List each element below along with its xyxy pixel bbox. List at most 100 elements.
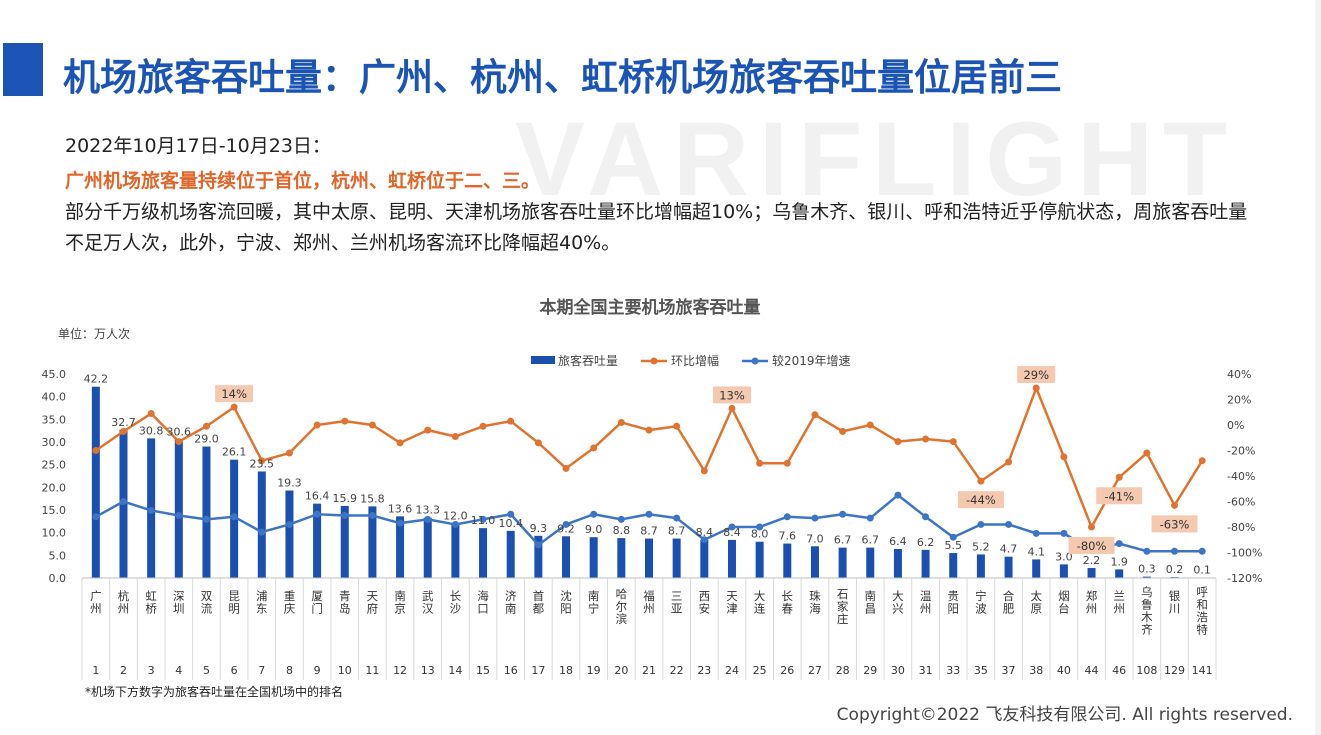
bar: [866, 547, 875, 578]
legend-vs2019-label: 较2019年增速: [772, 353, 851, 368]
growth-point: [1060, 453, 1068, 461]
growth-point: [230, 403, 238, 411]
bar: [838, 547, 847, 578]
bar-value-label: 13.6: [388, 502, 413, 515]
growth-point: [728, 404, 736, 412]
bar: [91, 386, 100, 578]
vs2019-point: [230, 513, 238, 521]
bar: [1115, 569, 1124, 578]
growth-point: [590, 444, 598, 452]
callout-label: 14%: [221, 387, 247, 401]
y-right-tick-label: -60%: [1227, 496, 1255, 509]
callout-label: 29%: [1023, 368, 1049, 382]
growth-point: [756, 459, 764, 467]
bar-value-label: 23.5: [250, 457, 275, 470]
x-category-label: 福州: [643, 589, 655, 616]
bar-value-label: 6.2: [917, 536, 935, 549]
bar-value-label: 29.0: [194, 433, 219, 446]
x-rank-label: 27: [808, 664, 822, 677]
bar-value-label: 9.2: [557, 522, 575, 535]
callout-box: [957, 491, 1004, 509]
growth-point: [1115, 473, 1123, 481]
x-rank-label: 16: [504, 664, 518, 677]
bar-value-label: 30.6: [167, 425, 192, 438]
x-rank-label: 40: [1057, 664, 1071, 677]
growth-point: [534, 439, 542, 447]
x-category-label: 南京: [394, 589, 406, 616]
bar-value-label: 9.0: [585, 523, 603, 536]
bar: [672, 538, 681, 578]
bar: [340, 505, 349, 578]
bar: [976, 554, 985, 578]
legend-growth-label: 环比增幅: [671, 353, 719, 368]
callout-box: [215, 385, 254, 403]
vs2019-point: [175, 512, 183, 520]
vs2019-point: [1115, 540, 1123, 548]
x-rank-label: 108: [1136, 664, 1157, 677]
bar: [1004, 556, 1013, 578]
x-category-label: 虹桥: [145, 589, 157, 616]
x-category-label: 太原: [1030, 589, 1042, 616]
bar: [1059, 564, 1068, 578]
bar: [1032, 559, 1041, 578]
growth-point: [562, 464, 570, 472]
x-rank-label: 13: [421, 664, 435, 677]
bar-value-label: 8.8: [613, 524, 631, 537]
y-left-tick-label: 20.0: [42, 481, 67, 494]
bar: [257, 471, 266, 578]
bar: [589, 537, 598, 578]
bar-value-label: 7.0: [806, 532, 824, 545]
callout-label: -44%: [966, 493, 996, 507]
x-category-label: 重庆: [284, 589, 296, 616]
growth-point: [368, 421, 376, 429]
x-rank-label: 10: [338, 664, 352, 677]
bar-value-label: 32.7: [111, 416, 136, 429]
bar: [368, 506, 377, 578]
growth-point: [949, 438, 957, 446]
x-category-label: 南宁: [588, 589, 600, 616]
y-right-tick-label: 0%: [1227, 419, 1244, 432]
x-category-label: 深圳: [173, 589, 185, 616]
bar-value-label: 8.7: [640, 525, 658, 538]
growth-point: [922, 435, 930, 443]
growth-point: [894, 438, 902, 446]
bar-value-label: 4.7: [1000, 543, 1018, 556]
growth-point: [866, 421, 874, 429]
bar-value-label: 11.0: [471, 514, 496, 527]
bar-value-label: 8.0: [751, 528, 769, 541]
x-category-label: 济南: [505, 589, 517, 616]
x-rank-label: 26: [780, 664, 794, 677]
bar-value-label: 8.7: [668, 525, 686, 538]
x-rank-label: 31: [919, 664, 933, 677]
x-category-label: 南昌: [865, 589, 877, 616]
vs2019-point: [451, 520, 459, 528]
growth-point: [396, 439, 404, 447]
vs2019-point: [922, 513, 930, 521]
growth-point: [1005, 458, 1013, 466]
bar: [810, 546, 819, 578]
x-category-label: 大兴: [892, 589, 904, 616]
x-category-label: 西安: [699, 589, 711, 616]
vs2019-point: [479, 515, 487, 523]
chart-legend: 旅客吞吐量 环比增幅 较2019年增速: [531, 353, 851, 368]
callout-box: [1017, 366, 1056, 384]
bar: [479, 528, 488, 578]
x-rank-label: 28: [836, 664, 850, 677]
x-category-label: 青岛: [339, 589, 351, 616]
vs2019-point: [92, 513, 100, 521]
x-category-label: 呼和浩特: [1196, 585, 1208, 637]
vs2019-point: [341, 512, 349, 520]
bar-value-label: 26.1: [222, 446, 247, 459]
x-rank-label: 20: [614, 664, 628, 677]
y-left-tick-label: 5.0: [49, 549, 67, 562]
x-rank-label: 37: [1002, 664, 1016, 677]
bar-value-label: 15.9: [333, 492, 358, 505]
legend-growth-dot: [650, 357, 658, 365]
growth-point: [202, 422, 210, 430]
vs2019-point: [368, 512, 376, 520]
legend-vs2019-dot: [751, 357, 759, 365]
growth-point: [811, 411, 819, 419]
x-category-label: 海口: [477, 589, 489, 616]
watermark: VARIFLIGHT: [515, 101, 1238, 218]
callout-box: [1151, 515, 1198, 533]
